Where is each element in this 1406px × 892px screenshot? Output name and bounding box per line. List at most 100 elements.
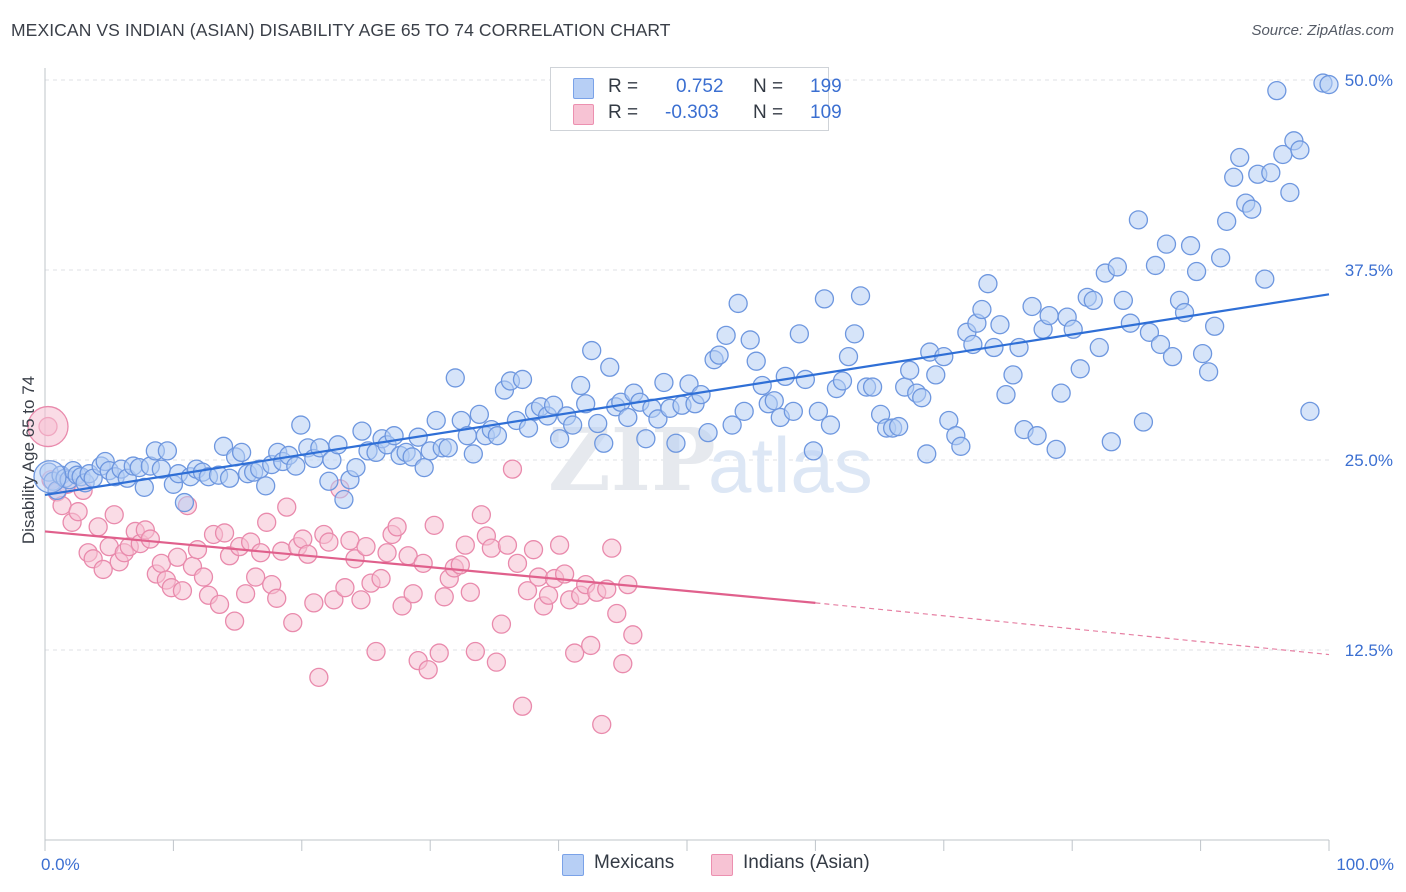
mexican-point-large [33, 460, 67, 494]
mexican-point-197 [1211, 248, 1231, 268]
indian-point-58 [340, 530, 360, 551]
mexican-point-204 [1255, 269, 1275, 289]
mexican-point-70 [438, 438, 458, 458]
mexican-point-159 [978, 274, 998, 294]
mexican-point-210 [1290, 140, 1310, 160]
mexican-point-75 [469, 404, 490, 425]
indian-point-38 [235, 584, 256, 604]
indian-point-large [27, 405, 69, 448]
mexicans-trend-line [44, 293, 1330, 497]
mexican-point-126 [783, 401, 803, 422]
indian-point-55 [324, 590, 344, 610]
axes [44, 68, 1330, 851]
indian-point-22 [151, 553, 172, 574]
indian-point-13 [104, 505, 124, 525]
indian-point-44 [267, 588, 287, 608]
mexican-point-125 [775, 366, 795, 387]
mexican-point-107 [666, 433, 686, 453]
bottom-legend-swatch-mexicans [562, 854, 584, 876]
axis-labels: 12.5% 25.0% 37.5% 50.0% 0.0% 100.0% Disability… [19, 71, 1394, 874]
indian-point-68 [392, 596, 412, 616]
mexican-point-95 [594, 433, 614, 453]
y-tick-label-1: 25.0% [1345, 451, 1393, 470]
mexican-point-88 [549, 429, 570, 449]
indian-point-26 [172, 581, 193, 601]
indian-point-110 [613, 654, 633, 674]
indian-point-34 [214, 523, 235, 543]
mexican-point-184 [1133, 412, 1154, 432]
mexican-point-96 [600, 357, 620, 377]
mexican-point-121 [752, 375, 772, 396]
mexican-point-66 [414, 457, 434, 478]
indian-point-80 [455, 535, 475, 555]
mexican-point-171 [1051, 383, 1071, 403]
indian-point-33 [209, 594, 230, 615]
indian-point-96 [538, 585, 559, 605]
mexican-point-195 [1198, 362, 1219, 382]
indian-point-88 [497, 535, 518, 555]
legend-swatch-indians [573, 104, 594, 125]
mexican-point-112 [698, 422, 718, 443]
legend-row-indians: R = -0.303 N = 109 [573, 102, 842, 126]
indians-trend-extension [815, 602, 1330, 656]
indian-point-85 [481, 538, 502, 558]
legend-r-label: R = [608, 76, 639, 97]
correlation-legend: R = 0.752 N = 199 R = -0.303 N = 109 [550, 67, 842, 131]
mexican-point-129 [803, 441, 824, 461]
indian-point-6 [68, 502, 88, 522]
y-tick-label-0: 12.5% [1345, 641, 1393, 660]
indian-point-91 [512, 696, 533, 716]
indian-point-74 [424, 515, 444, 536]
mexican-point-180 [1107, 257, 1127, 277]
mexican-point-99 [618, 407, 638, 428]
x-tick-label-0: 0.0% [41, 855, 80, 874]
mexican-point-116 [722, 415, 742, 435]
indian-point-104 [581, 635, 601, 656]
mexican-point-92 [576, 394, 596, 414]
mexican-point-91 [571, 375, 591, 396]
mexican-point-45 [286, 456, 306, 476]
mexican-point-151 [934, 346, 954, 367]
y-axis-label: Disability Age 65 to 74 [19, 376, 38, 544]
mexican-point-206 [1267, 80, 1287, 101]
indian-point-70 [403, 584, 423, 604]
mexican-point-117 [728, 293, 748, 314]
mexican-point-46 [291, 415, 311, 435]
mexican-point-148 [917, 444, 937, 464]
mexican-point-71 [445, 368, 465, 388]
mexican-point-87 [543, 395, 564, 415]
watermark-atlas: atlas [708, 421, 873, 509]
indian-point-82 [465, 641, 485, 662]
mexican-point-123 [764, 391, 784, 411]
mexican-point-118 [734, 401, 754, 422]
bottom-legend-swatch-indians [711, 854, 733, 876]
legend-r-value-indians: -0.303 [665, 102, 719, 123]
chart-title: MEXICAN VS INDIAN (ASIAN) DISABILITY AGE… [11, 20, 671, 40]
legend-n-label: N = [753, 102, 784, 123]
indian-point-10 [88, 517, 108, 537]
mexican-point-104 [648, 409, 668, 429]
mexican-point-181 [1113, 290, 1134, 311]
mexican-point-134 [832, 371, 853, 391]
indian-point-106 [592, 714, 612, 735]
indian-point-92 [517, 581, 538, 601]
mexican-point-114 [709, 345, 729, 365]
indian-point-101 [565, 643, 585, 663]
bottom-legend-label-mexicans: Mexicans [594, 852, 675, 873]
indian-asian-points [27, 405, 643, 735]
mexican-point-198 [1217, 211, 1237, 232]
indian-point-61 [356, 536, 376, 557]
mexican-point-120 [746, 351, 766, 371]
bottom-legend-label-indians: Indians (Asian) [743, 852, 870, 873]
mexican-point-135 [838, 346, 859, 367]
mexican-point-55 [346, 457, 366, 478]
mexican-point-176 [1083, 290, 1103, 311]
mexican-point-34 [219, 468, 240, 488]
legend-row-mexicans: R = 0.752 N = 199 [573, 76, 842, 100]
bottom-legend-mexicans: Mexicans [562, 852, 692, 876]
mexican-point-24 [157, 441, 178, 461]
mexican-point-130 [808, 401, 829, 422]
mexican-point-56 [352, 421, 372, 441]
indian-point-65 [377, 543, 397, 563]
indian-point-93 [523, 540, 544, 560]
